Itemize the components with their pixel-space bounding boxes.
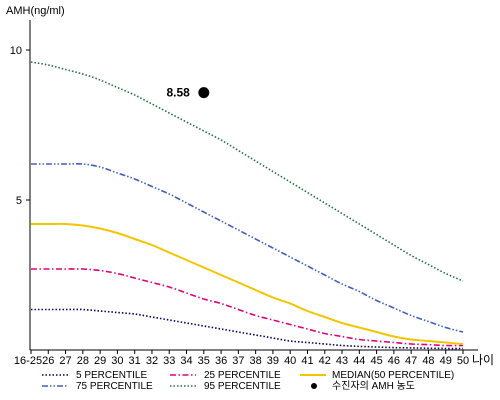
legend-label-0: 5 PERCENTILE	[76, 370, 147, 381]
x-tick-label: 31	[129, 355, 141, 367]
x-tick-label: 48	[422, 355, 434, 367]
x-tick-label: 36	[215, 355, 227, 367]
legend-swatch-patient	[311, 383, 317, 389]
x-axis-unit-label: 나이	[472, 353, 494, 367]
x-tick-label: 45	[370, 355, 382, 367]
x-tick-label: 41	[301, 355, 313, 367]
x-tick-label: 27	[59, 355, 71, 367]
x-tick-label: 46	[388, 355, 400, 367]
x-tick-label: 33	[163, 355, 175, 367]
legend-label-3: 75 PERCENTILE	[76, 381, 153, 392]
series-line-3	[31, 162, 464, 333]
legend-label-patient: 수진자의 AMH 농도	[332, 380, 415, 392]
x-tick-label: 42	[319, 355, 331, 367]
x-tick-label: 37	[232, 355, 244, 367]
x-tick-label: 35	[198, 355, 210, 367]
y-tick-label: 10	[10, 45, 22, 57]
legend-label-4: 95 PERCENTILE	[204, 381, 281, 392]
x-tick-label: 47	[405, 355, 417, 367]
series-line-4	[30, 61, 464, 282]
x-tick-label: 39	[267, 355, 279, 367]
y-axis-label: AMH(ng/ml)	[6, 5, 65, 17]
y-tick-label: 5	[16, 195, 22, 207]
x-tick-label: 16-25	[14, 355, 42, 367]
x-tick-label: 26	[42, 355, 54, 367]
legend-label-2: MEDIAN(50 PERCENTILE)	[332, 370, 454, 381]
series-line-0	[31, 308, 464, 350]
x-tick-label: 29	[94, 355, 106, 367]
patient-amh-value-label: 8.58	[166, 86, 190, 100]
x-tick-label: 43	[336, 355, 348, 367]
x-tick-label: 44	[353, 355, 365, 367]
x-tick-label: 38	[250, 355, 262, 367]
x-tick-label: 49	[440, 355, 452, 367]
series-line-1	[31, 268, 464, 347]
x-tick-label: 32	[146, 355, 158, 367]
series-line-2	[31, 222, 464, 345]
x-tick-label: 40	[284, 355, 296, 367]
x-tick-label: 30	[111, 355, 123, 367]
x-tick-label: 34	[180, 355, 192, 367]
legend-label-1: 25 PERCENTILE	[204, 370, 281, 381]
x-tick-label: 50	[457, 355, 469, 367]
patient-amh-point	[198, 87, 210, 99]
x-tick-label: 28	[77, 355, 89, 367]
